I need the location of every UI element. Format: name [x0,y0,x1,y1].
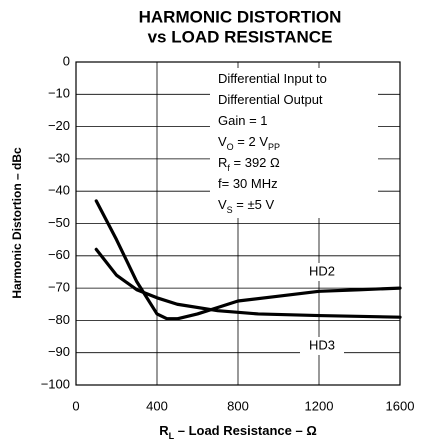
annotation-line: VS = ±5 V [218,197,274,215]
y-tick-label: −40 [48,183,70,198]
annotation-line: Differential Input to [218,71,327,86]
annotation-line-part: Differential Output [218,92,323,107]
annotation-line-part: S [227,205,233,215]
annotation-line-part: O [227,142,234,152]
series-label-bg [300,263,344,281]
series-line [94,247,402,319]
annotation-line: VO = 2 VPP [218,134,280,152]
annotation-line: Gain = 1 [218,113,268,128]
annotation-bg [210,68,378,218]
series-line [94,199,402,321]
y-tick-label: −10 [48,86,70,101]
annotation-line-part: V [218,197,227,212]
annotation-line-part: = 2 V [234,134,269,149]
annotation-line-part: = ±5 V [233,197,275,212]
chart-title: vs LOAD RESISTANCE [148,27,333,46]
series-label: HD3 [309,337,335,352]
x-axis-label-part: L [169,431,175,441]
y-tick-label: −80 [48,312,70,327]
y-tick-label: −20 [48,118,70,133]
plot-frame [75,61,401,386]
x-axis-label-part: R [159,423,169,438]
y-tick-label: −90 [48,344,70,359]
annotation-line-part: f= 30 MHz [218,176,278,191]
series-label-bg [300,337,344,355]
y-tick-label: 0 [63,53,70,68]
annotation-line: Differential Output [218,92,323,107]
annotation-line: Rf = 392 Ω [218,155,280,173]
annotation-line-part: R [218,155,227,170]
y-tick-label: −60 [48,247,70,262]
x-axis-label: RL – Load Resistance – Ω [159,423,317,441]
y-tick-label: −100 [41,376,70,391]
x-tick-label: 1600 [386,398,415,413]
y-tick-label: −50 [48,215,70,230]
annotation-line-part: V [218,134,227,149]
x-tick-label: 0 [72,398,79,413]
x-axis-label-part: – Load Resistance – Ω [174,423,317,438]
annotation-line-part: = 392 Ω [230,155,280,170]
y-tick-label: −70 [48,280,70,295]
x-tick-label: 1200 [305,398,334,413]
x-tick-label: 800 [227,398,249,413]
series-label: HD2 [309,263,335,278]
annotation-line-part: f [227,163,230,173]
annotation-line-part: Gain = 1 [218,113,268,128]
y-tick-label: −30 [48,150,70,165]
y-axis-label: Harmonic Distortion – dBc [10,147,24,299]
chart-title: HARMONIC DISTORTION [139,7,342,26]
annotation-line-part: PP [268,142,280,152]
x-tick-label: 400 [146,398,168,413]
annotation-line: f= 30 MHz [218,176,278,191]
annotation-line-part: Differential Input to [218,71,327,86]
